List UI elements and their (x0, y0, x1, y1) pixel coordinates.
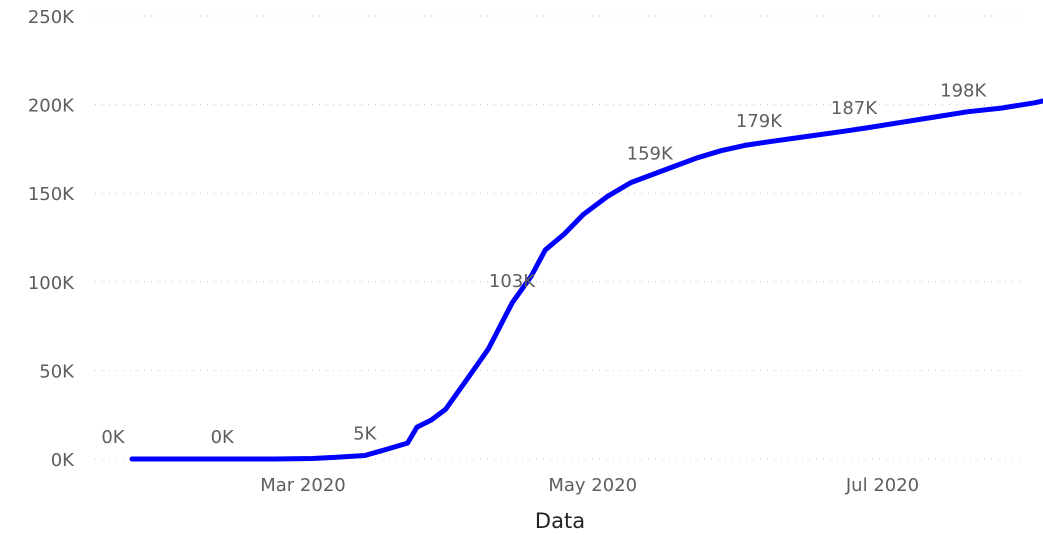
gridlines (95, 15, 1020, 460)
x-tick-label: Jul 2020 (845, 475, 919, 496)
y-tick-label: 50K (39, 361, 75, 382)
x-axis-title: Data (535, 509, 585, 533)
data-label: 198K (940, 80, 987, 101)
data-labels: 0K0K5K103K159K179K187K198K210K (101, 80, 987, 448)
data-label: 159K (627, 143, 674, 164)
x-tick-label: Mar 2020 (260, 475, 346, 496)
data-label: 187K (831, 98, 878, 119)
y-tick-label: 250K (28, 7, 75, 28)
data-label: 0K (211, 427, 235, 448)
data-label: 5K (353, 423, 377, 444)
y-tick-label: 100K (28, 273, 75, 294)
y-tick-label: 0K (51, 450, 75, 471)
data-label: 179K (736, 111, 783, 132)
x-tick-label: May 2020 (548, 475, 637, 496)
y-tick-label: 150K (28, 184, 75, 205)
series-layer (129, 98, 1043, 462)
series-line (129, 98, 1043, 462)
data-label: 0K (101, 427, 125, 448)
data-label: 103K (489, 271, 536, 292)
y-tick-label: 200K (28, 96, 75, 117)
x-axis-tick-labels: Mar 2020 May 2020 Jul 2020 (260, 475, 919, 496)
y-axis-tick-labels: 0K 50K 100K 150K 200K 250K (28, 7, 75, 471)
